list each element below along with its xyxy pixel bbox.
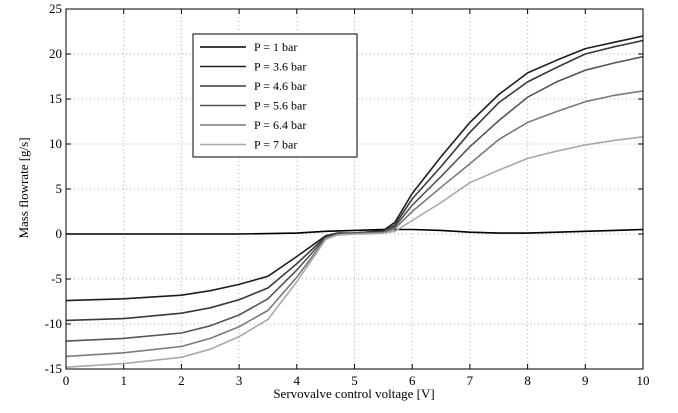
y-tick-label: 5 (56, 181, 63, 196)
legend: P = 1 bar P = 3.6 bar P = 4.6 bar P = 5.6 b… (192, 33, 358, 158)
series-line-3 (65, 39, 644, 322)
y-tick-labels: -15 -10 -5 0 5 10 15 20 25 (45, 1, 62, 376)
x-tick-label: 5 (351, 373, 358, 388)
y-tick-label: -5 (51, 271, 62, 286)
x-axis-title: Servovalve control voltage [V] (273, 386, 434, 401)
x-tick-label: 9 (582, 373, 589, 388)
x-tick-label: 8 (524, 373, 531, 388)
y-tick-label: 0 (56, 226, 63, 241)
y-axis-title: Mass flowrate [g/s] (16, 137, 31, 238)
x-tick-label: 6 (409, 373, 416, 388)
series-line-1 (66, 228, 644, 235)
legend-label-1: P = 1 bar (254, 40, 297, 54)
x-tick-label: 1 (120, 373, 127, 388)
legend-label-4: P = 5.6 bar (254, 99, 306, 113)
y-tick-label: -10 (45, 316, 62, 331)
legend-label-6: P = 7 bar (254, 138, 297, 152)
y-tick-label: -15 (45, 361, 62, 376)
legend-box (192, 33, 358, 158)
x-tick-label: 10 (637, 373, 650, 388)
legend-label-2: P = 3.6 bar (254, 60, 306, 74)
x-tick-labels: 0 1 2 3 4 5 6 7 8 9 10 (63, 373, 650, 388)
series-line-6 (65, 136, 644, 368)
y-tick-label: 20 (49, 46, 62, 61)
y-tick-label: 15 (49, 91, 62, 106)
plot-frame (65, 8, 644, 370)
y-tick-label: 10 (49, 136, 62, 151)
series-layer (65, 35, 644, 368)
legend-label-5: P = 6.4 bar (254, 118, 306, 132)
x-tick-label: 2 (178, 373, 185, 388)
x-tick-label: 0 (63, 373, 70, 388)
y-tick-label: 25 (49, 1, 62, 16)
x-tick-label: 7 (467, 373, 474, 388)
x-tick-label: 3 (236, 373, 243, 388)
x-tick-label: 4 (294, 373, 301, 388)
legend-label-3: P = 4.6 bar (254, 79, 306, 93)
